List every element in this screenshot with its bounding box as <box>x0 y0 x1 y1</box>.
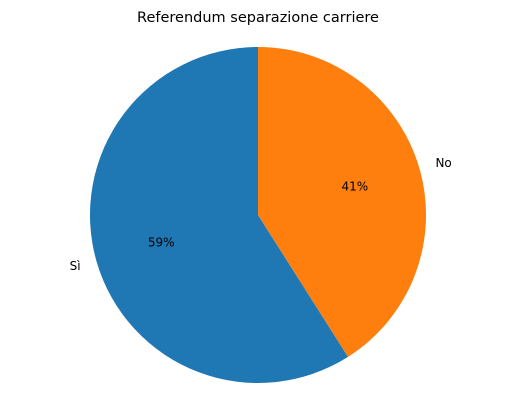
pie-slice <box>89 47 349 383</box>
value-label: 41% <box>341 179 368 193</box>
pie-slice <box>258 47 427 357</box>
slice-label: Sì <box>70 259 81 273</box>
chart-title: Referendum separazione carriere <box>137 10 379 26</box>
slice-label: No <box>435 156 451 170</box>
value-label: 59% <box>148 236 175 250</box>
